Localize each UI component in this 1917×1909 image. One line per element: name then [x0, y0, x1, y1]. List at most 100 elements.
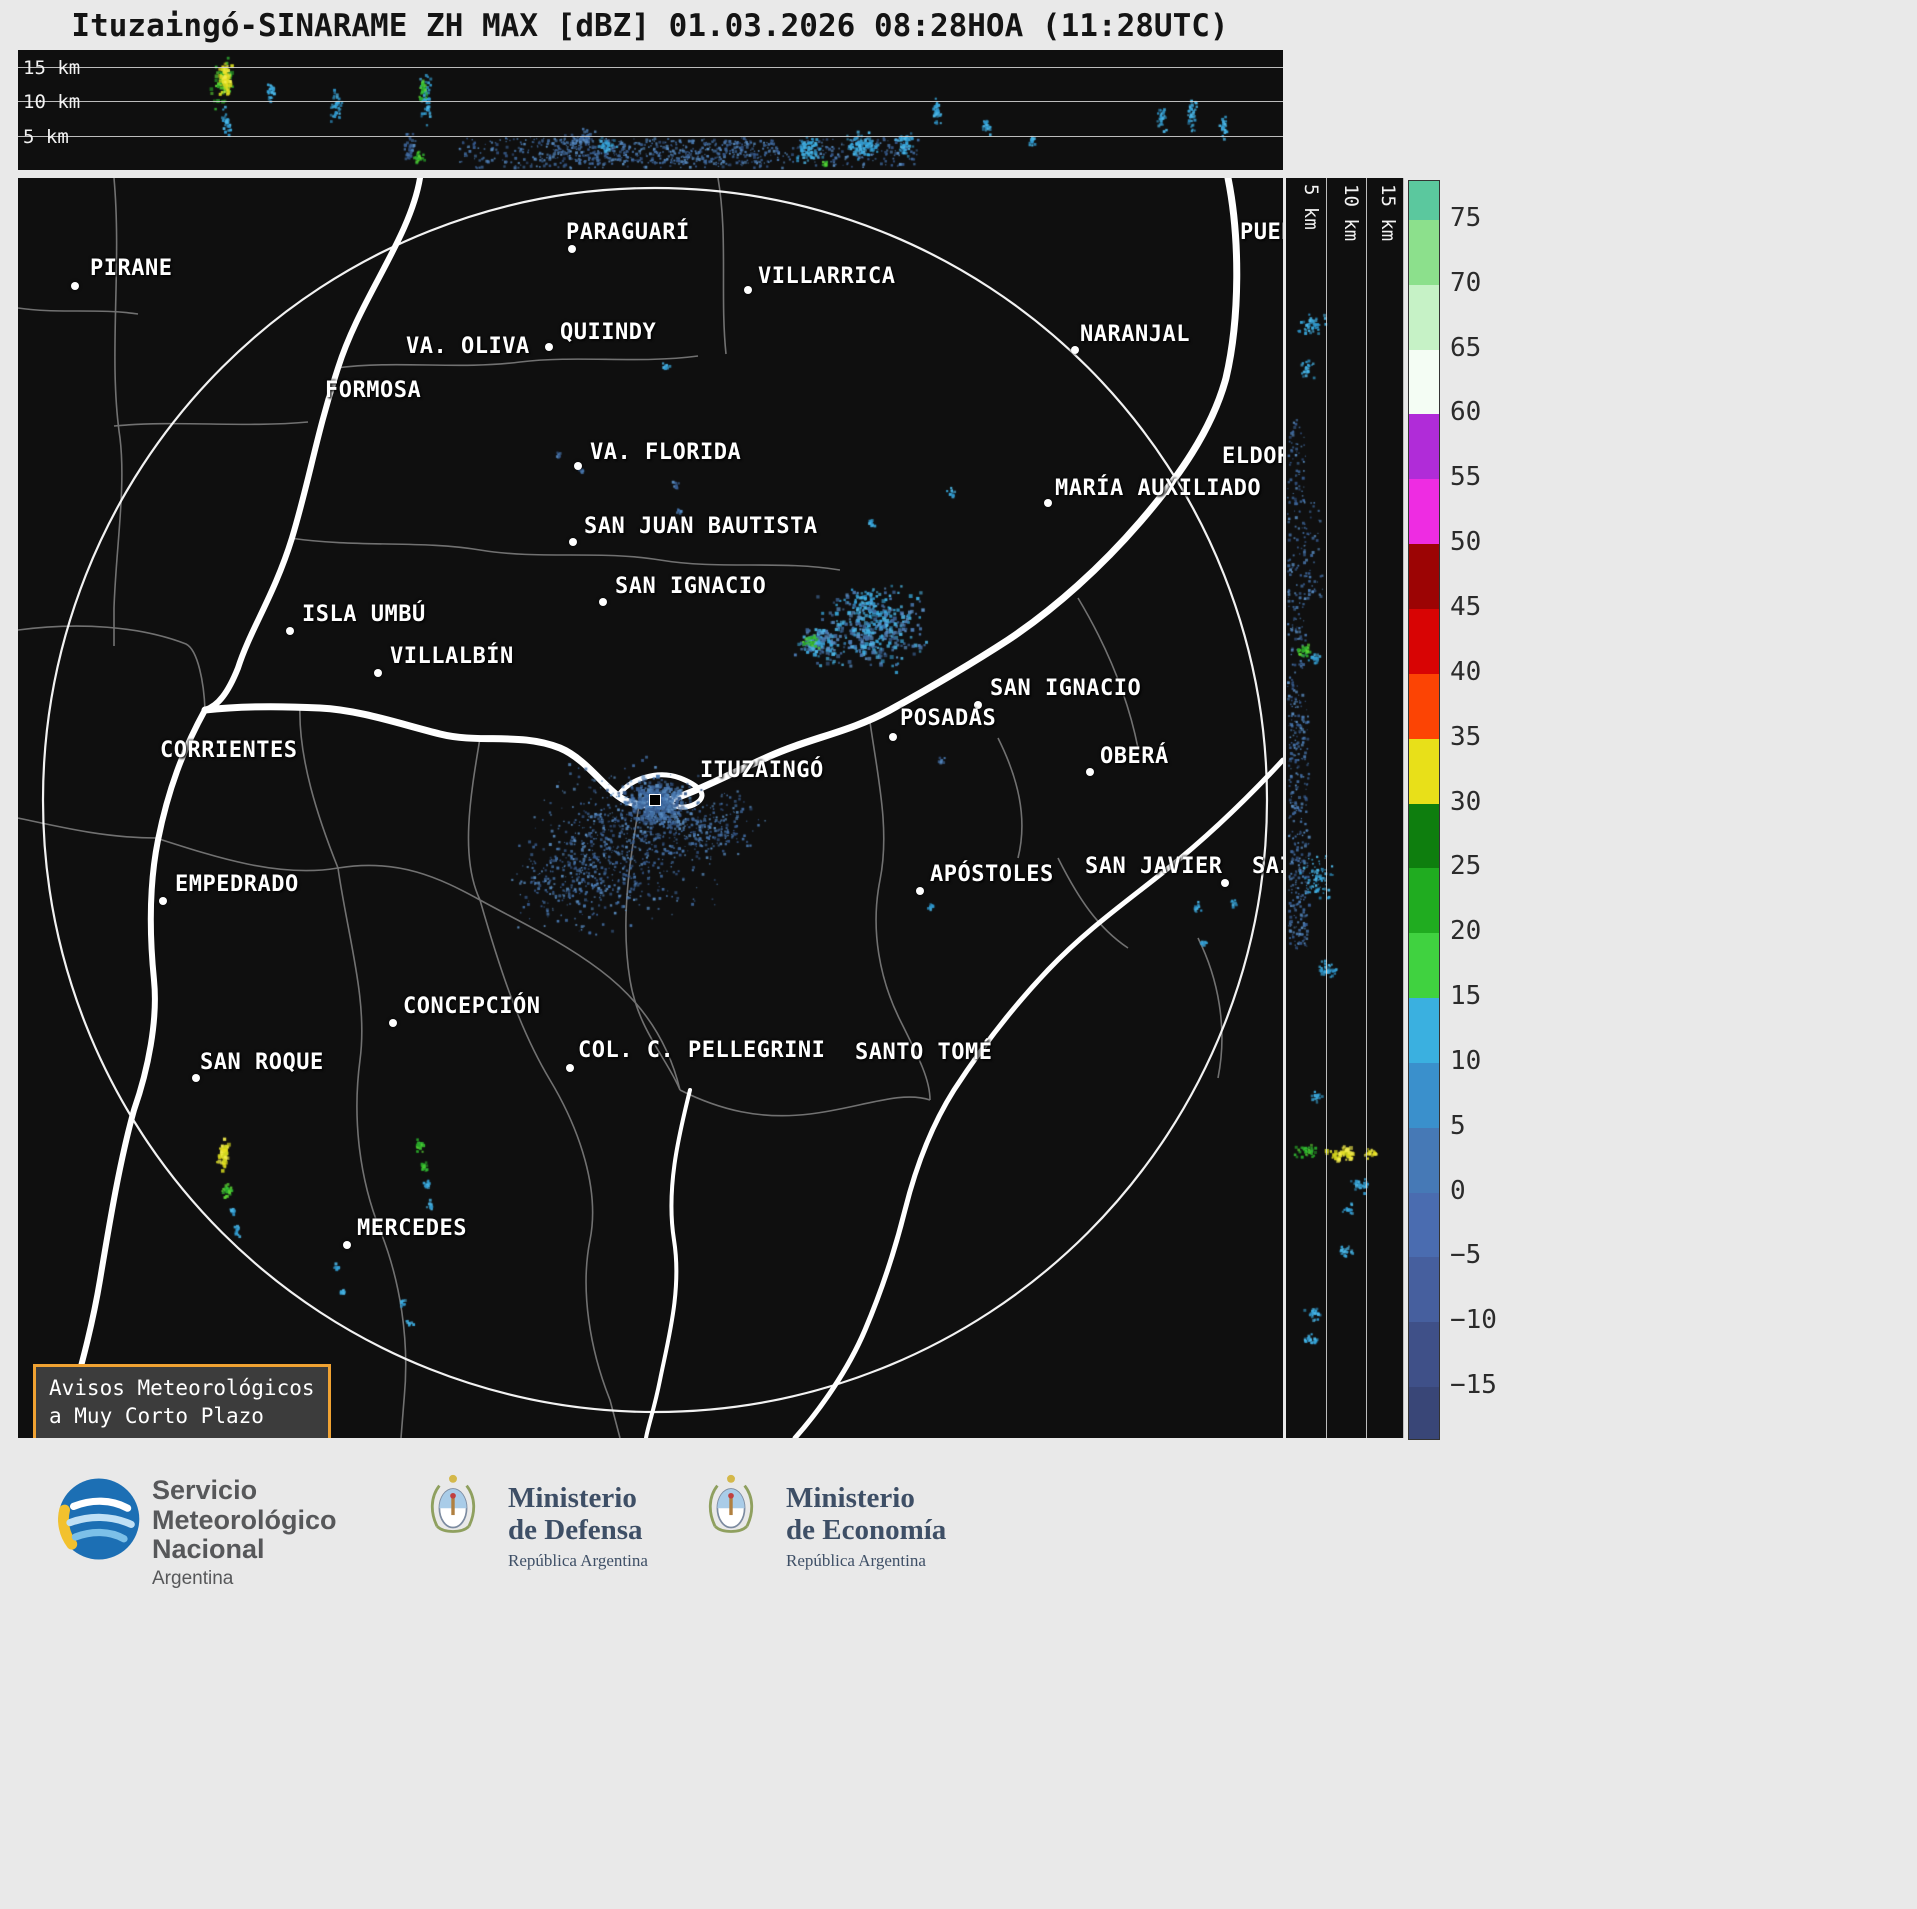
- notice-line-1: Avisos Meteorológicos: [49, 1376, 315, 1400]
- smn-wordmark: Servicio Meteorológico Nacional Argentin…: [152, 1475, 337, 1590]
- colorbar-tick-label: 0: [1450, 1175, 1466, 1206]
- city-dot: [599, 598, 607, 606]
- colorbar-segment: [1409, 608, 1439, 675]
- city-label: VA. OLIVA: [406, 334, 530, 359]
- city-label: NARANJAL: [1080, 322, 1190, 347]
- colorbar-tick-label: 25: [1450, 851, 1482, 882]
- page-title: Ituzaingó-SINARAME ZH MAX [dBZ] 01.03.20…: [71, 8, 1229, 44]
- smn-line-3: Nacional: [152, 1534, 265, 1565]
- colorbar-segment: [1409, 933, 1439, 999]
- city-dot: [1086, 768, 1094, 776]
- city-dot: [566, 1064, 574, 1072]
- colorbar-segment: [1409, 479, 1439, 545]
- city-label: ISLA UMBÚ: [302, 602, 426, 627]
- city-dot: [974, 701, 982, 709]
- colorbar-segment: [1409, 1192, 1439, 1259]
- top-cross-section-echoes: [18, 50, 1283, 170]
- altitude-label: 5 km: [1300, 184, 1322, 230]
- city-label: CORRIENTES: [160, 738, 298, 763]
- altitude-gridline: [1366, 178, 1367, 1438]
- city-label: SAN IGNACIO: [615, 574, 767, 599]
- colorbar-segment: [1409, 544, 1439, 610]
- city-dot: [192, 1074, 200, 1082]
- notice-line-2: a Muy Corto Plazo: [49, 1404, 264, 1429]
- city-label: FORMOSA: [325, 378, 422, 403]
- city-dot: [1044, 499, 1052, 507]
- defensa-coat-of-arms-icon: [428, 1472, 478, 1544]
- city-label: VILLARRICA: [758, 264, 896, 289]
- city-dot: [286, 627, 294, 635]
- colorbar-segment: [1409, 1257, 1439, 1323]
- ministerio-economia-wordmark: Ministerio de Economía República Argenti…: [786, 1482, 946, 1571]
- footer: Servicio Meteorológico Nacional Argentin…: [0, 1468, 1917, 1608]
- defensa-line-1: Ministerio: [508, 1482, 637, 1514]
- city-label: SAN JAVIER: [1085, 854, 1223, 879]
- ministerio-defensa-wordmark: Ministerio de Defensa República Argentin…: [508, 1482, 648, 1571]
- colorbar-segment: [1409, 1322, 1439, 1388]
- colorbar-segment: [1409, 284, 1439, 351]
- radar-site-marker: [649, 794, 661, 806]
- city-dot: [159, 897, 167, 905]
- colorbar-tick-labels: 75 70 65 60 55 50 45 40 35 30 25 20 15 10 5 0 −5 −10 −15: [1450, 180, 1530, 1438]
- altitude-gridline: [18, 101, 1283, 102]
- city-label: SAI: [1252, 854, 1283, 879]
- city-dot: [1221, 879, 1229, 887]
- colorbar-segment: [1409, 1062, 1439, 1129]
- smn-sub: Argentina: [152, 1568, 234, 1590]
- altitude-label: 15 km: [1377, 184, 1399, 242]
- colorbar-tick-label: 10: [1450, 1045, 1482, 1076]
- city-label: MARÍA AUXILIADO: [1055, 476, 1262, 501]
- altitude-gridline: [1326, 178, 1327, 1438]
- economia-coat-of-arms-icon: [706, 1472, 756, 1544]
- defensa-sub: República Argentina: [508, 1550, 648, 1570]
- colorbar-tick-label: 75: [1450, 202, 1482, 233]
- reflectivity-colorbar: [1408, 180, 1440, 1440]
- colorbar-tick-label: 5: [1450, 1110, 1466, 1141]
- colorbar-segment: [1409, 414, 1439, 480]
- city-label-layer: PIRANE PARAGUARÍ VILLARRICA QUIINDY VA. OLIV…: [18, 178, 1283, 1438]
- colorbar-segment: [1409, 738, 1439, 805]
- city-dot: [916, 887, 924, 895]
- city-label: PIRANE: [90, 256, 173, 281]
- city-label: VA. FLORIDA: [590, 440, 742, 465]
- colorbar-tick-label: 15: [1450, 981, 1482, 1012]
- city-label: ITUZAINGÓ: [700, 758, 824, 783]
- warning-notice-badge[interactable]: Avisos Meteorológicos a Muy Corto Plazo: [33, 1364, 331, 1438]
- city-label: POSADAS: [900, 706, 997, 731]
- colorbar-tick-label: 30: [1450, 786, 1482, 817]
- colorbar-tick-label: 50: [1450, 527, 1482, 558]
- city-label: MERCEDES: [357, 1216, 467, 1241]
- colorbar-tick-label: 55: [1450, 462, 1482, 493]
- city-dot: [343, 1241, 351, 1249]
- city-label: PARAGUARÍ: [566, 220, 690, 245]
- right-cross-section-echoes: [1286, 178, 1404, 1438]
- colorbar-tick-label: −5: [1450, 1240, 1482, 1271]
- altitude-gridline: [1403, 178, 1404, 1438]
- city-label: SAN JUAN BAUTISTA: [584, 514, 818, 539]
- colorbar-segment: [1409, 868, 1439, 934]
- altitude-label: 5 km: [23, 126, 69, 148]
- altitude-label: 10 km: [1340, 184, 1362, 242]
- city-label: COL. C. PELLEGRINI: [578, 1038, 826, 1063]
- city-label: PUER: [1240, 220, 1283, 245]
- city-dot: [545, 343, 553, 351]
- colorbar-segment: [1409, 349, 1439, 416]
- city-label: CONCEPCIÓN: [403, 994, 541, 1019]
- colorbar-segment: [1409, 1127, 1439, 1194]
- city-label: APÓSTOLES: [930, 862, 1054, 887]
- city-dot: [889, 733, 897, 741]
- colorbar-segment: [1409, 673, 1439, 740]
- top-cross-section-panel: 15 km 10 km 5 km: [18, 50, 1283, 170]
- smn-line-1: Servicio: [152, 1475, 258, 1505]
- right-cross-section-panel: 5 km 10 km 15 km: [1286, 178, 1404, 1438]
- city-dot: [568, 245, 576, 253]
- colorbar-tick-label: 40: [1450, 656, 1482, 687]
- city-label: SANTO TOMÉ: [855, 1040, 993, 1065]
- city-dot: [389, 1019, 397, 1027]
- economia-sub: República Argentina: [786, 1550, 926, 1570]
- city-dot: [71, 282, 79, 290]
- altitude-label: 15 km: [23, 57, 81, 79]
- smn-line-2: Meteorológico: [152, 1504, 337, 1535]
- city-label: OBERÁ: [1100, 744, 1169, 769]
